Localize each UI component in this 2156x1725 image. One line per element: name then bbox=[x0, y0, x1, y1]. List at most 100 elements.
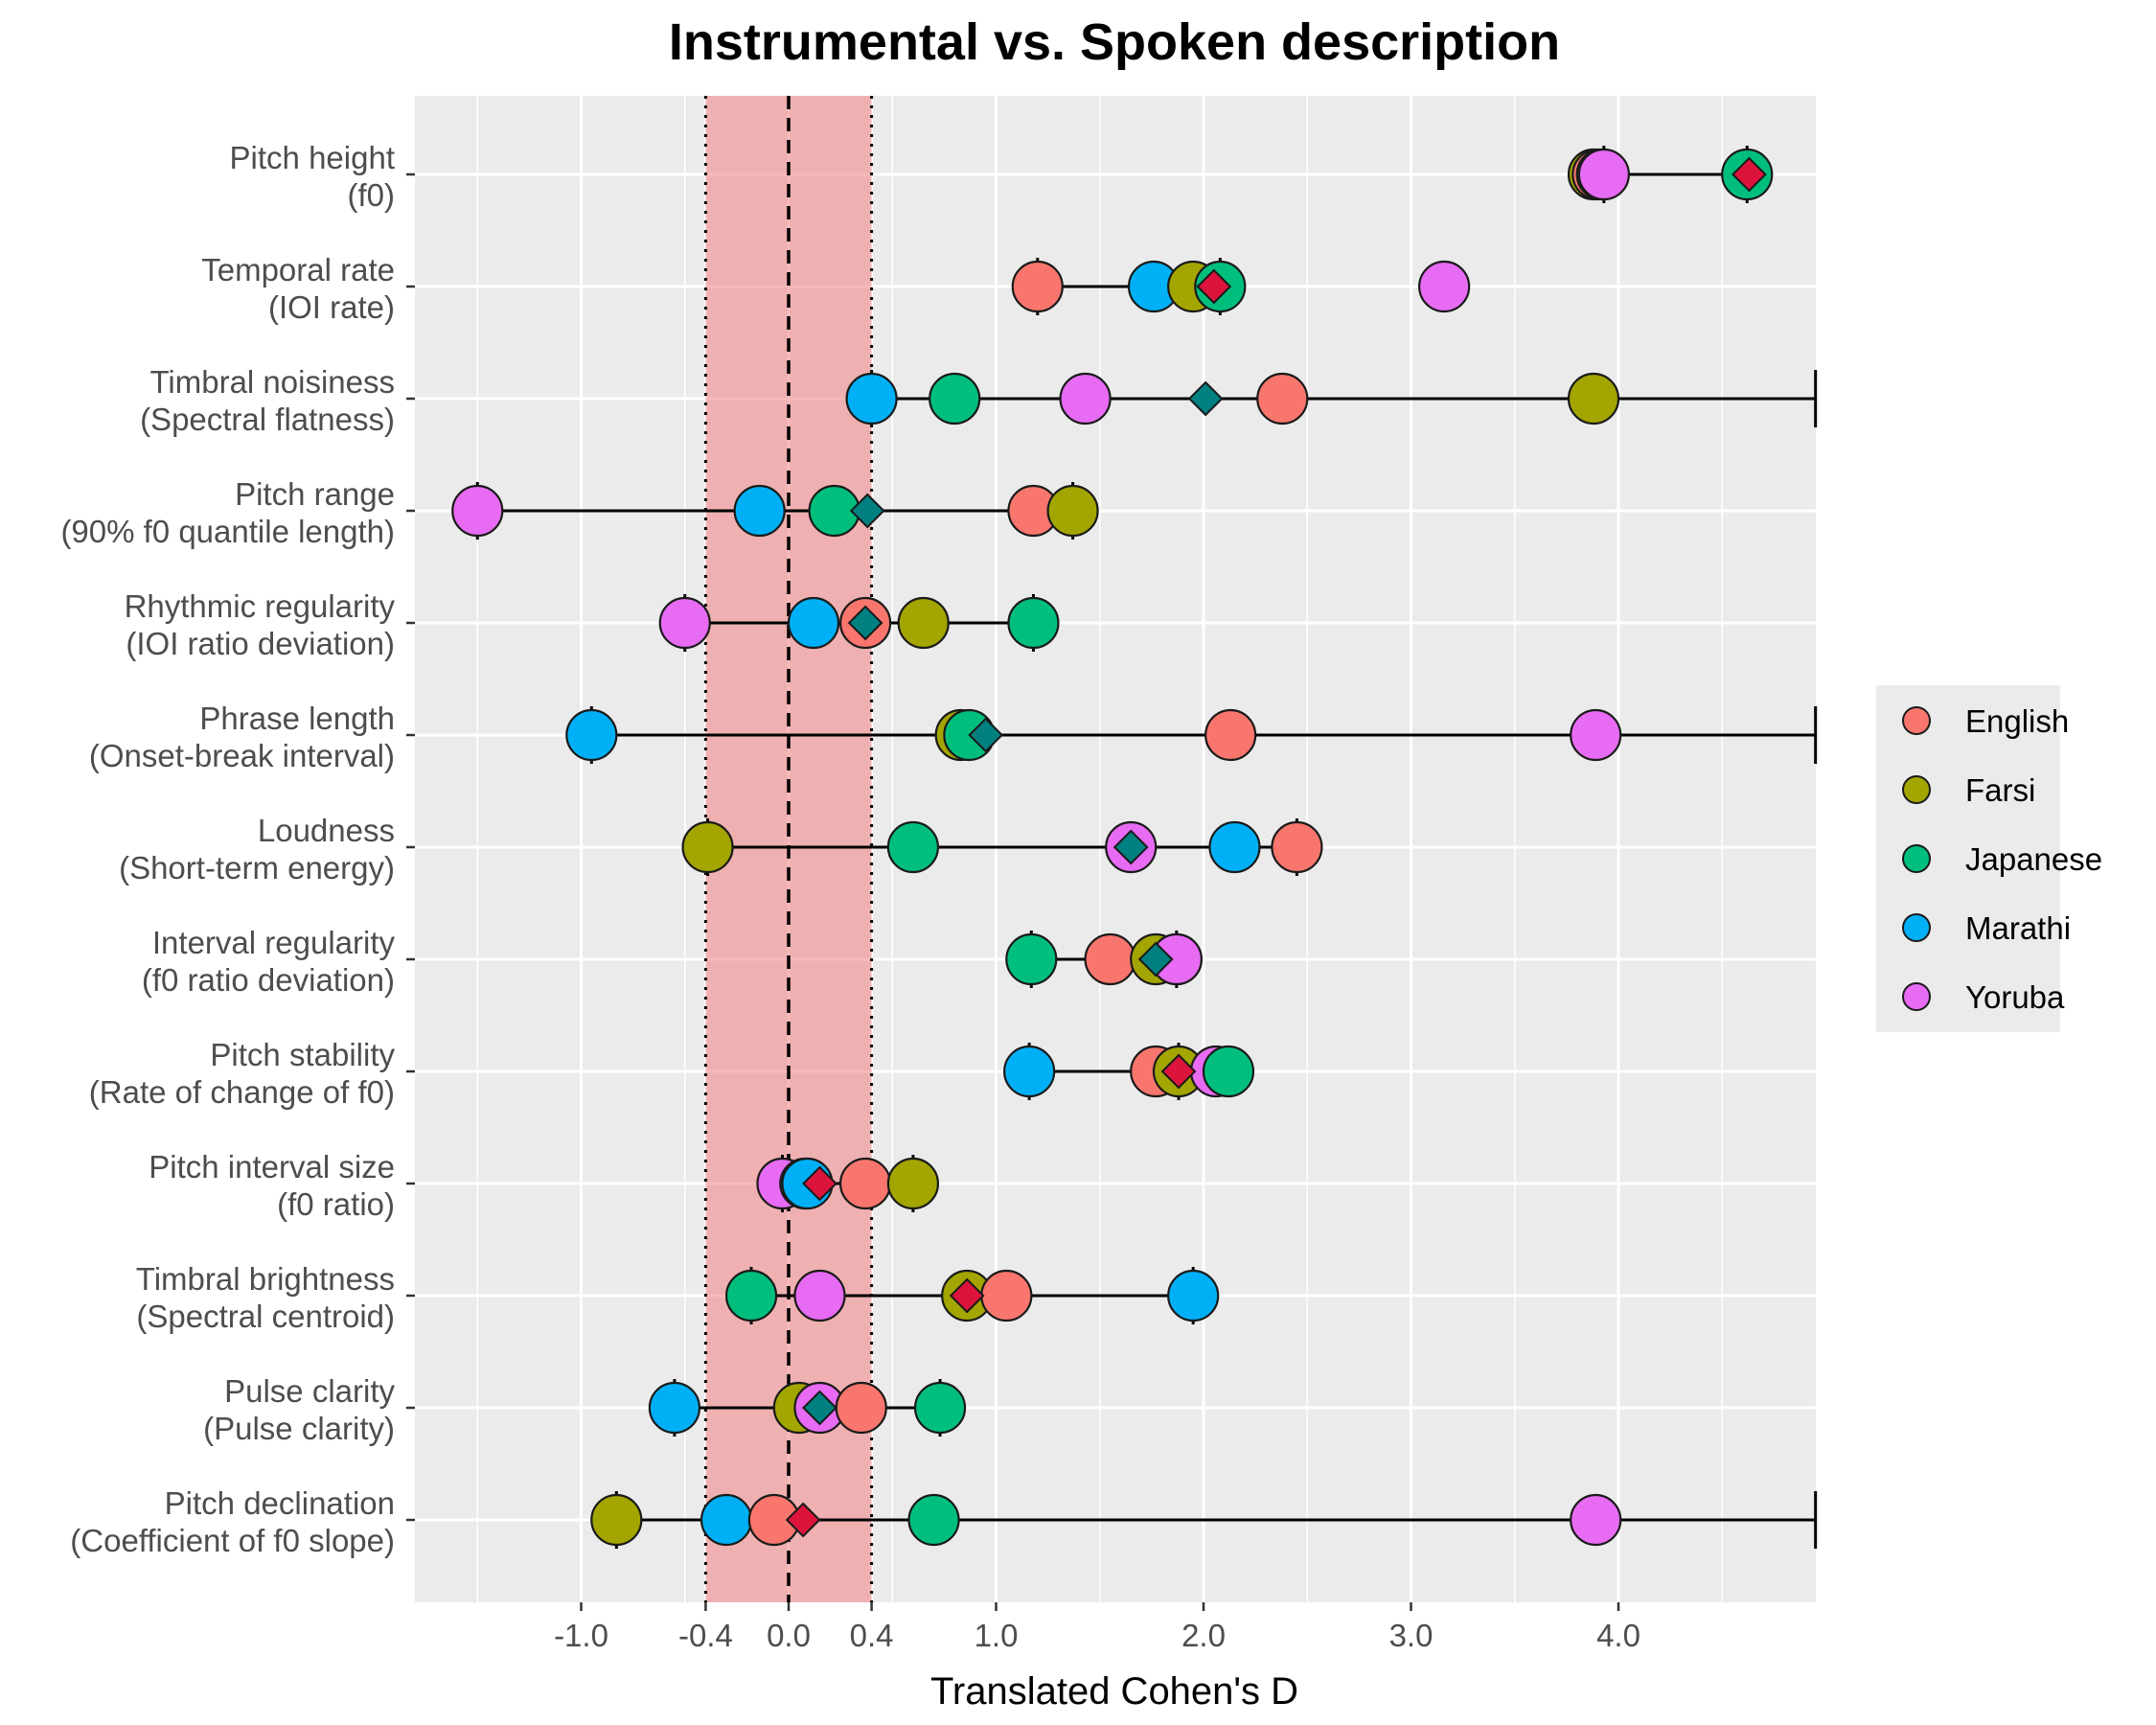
x-tick-label: -1.0 bbox=[554, 1618, 608, 1653]
y-label-feature: Pitch range bbox=[235, 476, 395, 512]
point-english bbox=[835, 1381, 887, 1435]
point-yoruba bbox=[658, 596, 711, 650]
mean-diamond bbox=[949, 1277, 985, 1314]
point-marathi bbox=[565, 708, 618, 762]
y-label-measure: (Coefficient of f0 slope) bbox=[70, 1523, 395, 1558]
legend-key-farsi bbox=[1902, 775, 1931, 804]
point-english bbox=[980, 1269, 1033, 1322]
y-label-feature: Timbral noisiness bbox=[149, 364, 395, 400]
mean-diamond bbox=[1196, 268, 1232, 305]
y-label-feature: Pulse clarity bbox=[224, 1373, 395, 1409]
mean-diamond bbox=[802, 1165, 837, 1202]
x-tick-label: 3.0 bbox=[1389, 1618, 1434, 1653]
mean-diamond bbox=[968, 717, 1004, 753]
point-japanese bbox=[907, 1493, 960, 1547]
y-label-feature: Timbral brightness bbox=[136, 1261, 395, 1297]
y-label-feature: Pitch stability bbox=[210, 1037, 395, 1072]
y-label-measure: (Pulse clarity) bbox=[203, 1411, 395, 1446]
point-marathi bbox=[845, 372, 898, 426]
point-japanese bbox=[929, 372, 981, 426]
y-label-measure: (f0) bbox=[348, 177, 396, 213]
y-axis-labels: Pitch height(f0) Temporal rate(IOI rate) T… bbox=[60, 140, 415, 1558]
legend-label-english: English bbox=[1965, 703, 2069, 739]
y-label-measure: (Rate of change of f0) bbox=[89, 1074, 395, 1110]
y-label-measure: (Onset-break interval) bbox=[89, 738, 395, 773]
point-japanese bbox=[1005, 932, 1058, 986]
legend-key-japanese bbox=[1902, 844, 1931, 873]
legend-key-english bbox=[1902, 706, 1931, 735]
point-farsi bbox=[681, 820, 734, 874]
point-japanese bbox=[886, 820, 940, 874]
point-japanese bbox=[724, 1269, 778, 1322]
mean-diamond bbox=[849, 493, 885, 529]
x-tick-label: -0.4 bbox=[678, 1618, 733, 1653]
point-farsi bbox=[1046, 484, 1099, 538]
point-yoruba bbox=[1570, 1493, 1622, 1547]
point-farsi bbox=[886, 1157, 940, 1210]
legend-label-japanese: Japanese bbox=[1965, 841, 2102, 877]
legend-key-marathi bbox=[1902, 913, 1931, 942]
x-axis-title: Translated Cohen's D bbox=[930, 1670, 1298, 1713]
y-label-measure: (Spectral flatness) bbox=[140, 402, 395, 437]
y-label-measure: (IOI ratio deviation) bbox=[126, 626, 395, 661]
point-english bbox=[839, 1157, 892, 1210]
mean-diamond bbox=[1112, 829, 1149, 865]
y-label-feature: Interval regularity bbox=[152, 925, 396, 960]
point-yoruba bbox=[1059, 372, 1112, 426]
mean-diamond bbox=[1137, 941, 1174, 978]
mean-diamond bbox=[785, 1502, 821, 1538]
y-label-feature: Phrase length bbox=[199, 701, 395, 736]
x-tick-label: 1.0 bbox=[975, 1618, 1019, 1653]
mean-diamond bbox=[802, 1390, 837, 1426]
point-marathi bbox=[1208, 820, 1261, 874]
point-japanese bbox=[1202, 1045, 1255, 1098]
point-english bbox=[1204, 708, 1257, 762]
legend-label-farsi: Farsi bbox=[1965, 772, 2035, 808]
y-label-feature: Pitch declination bbox=[165, 1485, 395, 1521]
point-english bbox=[1011, 260, 1064, 313]
y-label-measure: (IOI rate) bbox=[268, 289, 395, 325]
mean-diamond bbox=[1160, 1053, 1197, 1090]
mean-diamond bbox=[847, 605, 883, 641]
point-yoruba bbox=[451, 484, 504, 538]
legend-label-yoruba: Yoruba bbox=[1965, 979, 2065, 1015]
point-english bbox=[1256, 372, 1309, 426]
legend-label-marathi: Marathi bbox=[1965, 910, 2071, 946]
point-yoruba bbox=[1570, 708, 1622, 762]
mean-diamond bbox=[1187, 380, 1224, 417]
x-tick-label: 0.4 bbox=[850, 1618, 894, 1653]
legend-key-yoruba bbox=[1902, 982, 1931, 1011]
point-marathi bbox=[787, 596, 840, 650]
mean-diamond bbox=[1731, 156, 1767, 193]
point-farsi bbox=[590, 1493, 643, 1547]
point-japanese bbox=[913, 1381, 967, 1435]
point-english bbox=[1084, 932, 1136, 986]
x-tick-label: 4.0 bbox=[1596, 1618, 1640, 1653]
legend: English Farsi Japanese Marathi Yoruba bbox=[1876, 685, 2102, 1032]
y-label-measure: (90% f0 quantile length) bbox=[60, 514, 395, 549]
x-axis: -1.0 -0.4 0.0 0.4 1.0 2.0 3.0 4.0 bbox=[554, 1602, 1640, 1653]
x-tick-label: 0.0 bbox=[767, 1618, 811, 1653]
x-tick-label: 2.0 bbox=[1181, 1618, 1226, 1653]
point-marathi bbox=[1167, 1269, 1220, 1322]
y-label-measure: (Short-term energy) bbox=[119, 850, 395, 886]
y-label-measure: (f0 ratio deviation) bbox=[142, 962, 395, 998]
y-label-measure: (f0 ratio) bbox=[277, 1186, 395, 1222]
grid bbox=[415, 96, 1816, 1602]
point-yoruba bbox=[1577, 148, 1630, 201]
y-label-feature: Temporal rate bbox=[201, 252, 395, 288]
point-farsi bbox=[897, 596, 950, 650]
y-label-measure: (Spectral centroid) bbox=[136, 1299, 395, 1334]
y-label-feature: Rhythmic regularity bbox=[125, 588, 396, 624]
point-japanese bbox=[1007, 596, 1060, 650]
y-label-feature: Pitch interval size bbox=[149, 1149, 395, 1184]
y-label-feature: Loudness bbox=[258, 813, 395, 848]
point-marathi bbox=[700, 1493, 753, 1547]
point-english bbox=[1271, 820, 1323, 874]
point-marathi bbox=[648, 1381, 701, 1435]
point-marathi bbox=[733, 484, 786, 538]
point-farsi bbox=[1567, 372, 1620, 426]
point-yoruba bbox=[793, 1269, 846, 1322]
y-label-feature: Pitch height bbox=[230, 140, 395, 175]
